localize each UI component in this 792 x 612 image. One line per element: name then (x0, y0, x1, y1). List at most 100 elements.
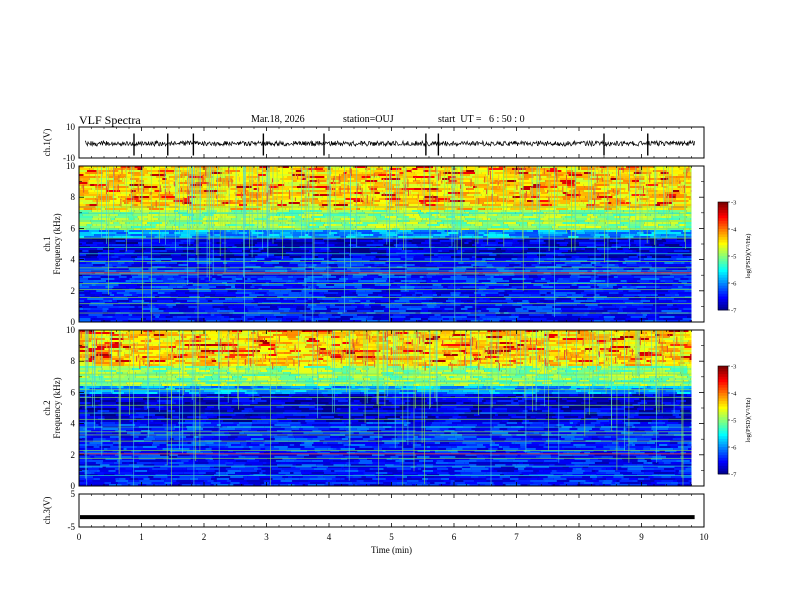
spectrogram-cell (462, 252, 474, 254)
spectrogram-cell (79, 262, 86, 264)
spectrogram-cell (583, 184, 593, 186)
spectrogram-cell (410, 266, 421, 268)
spectrogram-cell (367, 274, 371, 276)
spectrogram-cell (690, 218, 692, 220)
spectrogram-cell (601, 168, 619, 170)
spectrogram-cell (612, 180, 623, 182)
spectrogram-cell (154, 296, 160, 298)
spectrogram-cell (154, 248, 166, 250)
spectrogram-cell (522, 208, 526, 210)
spectrogram-cell (345, 252, 350, 254)
spectrogram-cell (186, 254, 191, 256)
spectrogram-cell (137, 294, 145, 296)
spectrogram-cell (461, 246, 477, 248)
spectrogram-cell (245, 266, 261, 268)
spectrogram-cell (401, 296, 416, 298)
spectrogram-cell (239, 170, 244, 172)
spectrogram-cell (170, 260, 182, 262)
spectrogram-cell (675, 198, 690, 200)
spectrogram-cell (564, 262, 581, 264)
spectrogram-cell (445, 168, 453, 170)
spectrogram-cell (542, 232, 558, 234)
spectrogram-cell (461, 238, 472, 240)
spectrogram-cell (494, 274, 500, 276)
spectrogram-cell (169, 232, 175, 234)
spectrogram-cell (570, 230, 585, 232)
spectrogram-cell (611, 208, 619, 210)
spectrogram-cell (356, 224, 368, 226)
narrowband-line (79, 303, 692, 305)
spectrogram-cell (686, 256, 692, 258)
spectrogram-cell (258, 248, 264, 250)
spectrogram-cell (399, 224, 406, 226)
spectrogram-cell (611, 268, 616, 270)
spectrogram-cell (230, 230, 240, 232)
spectrogram-cell (382, 308, 399, 310)
spectrogram-cell (172, 238, 188, 240)
spectrogram-cell (90, 256, 97, 258)
spectrogram-cell (122, 288, 130, 290)
spectrogram-cell (379, 200, 390, 202)
spectrogram-cell (173, 200, 191, 202)
spectrogram-cell (534, 222, 543, 224)
spectrogram-cell (386, 260, 404, 262)
spectrogram-cell (341, 184, 347, 186)
spectrogram-cell (348, 182, 361, 184)
spectrogram-cell (573, 246, 587, 248)
spectrogram-cell (182, 246, 199, 248)
spectrogram-cell (388, 256, 401, 258)
spectrogram-cell (488, 284, 504, 286)
spectrogram-cell (139, 176, 157, 178)
spectrogram-cell (373, 208, 385, 210)
spectrogram-cell (348, 180, 362, 182)
spectrogram-cell (440, 166, 452, 168)
spectrogram-cell (649, 240, 667, 242)
spectrogram-cell (252, 248, 259, 250)
spectrogram-cell (536, 192, 542, 194)
spectrogram-cell (249, 222, 259, 224)
spectrogram-cell (528, 310, 536, 312)
spectrogram-cell (553, 244, 560, 246)
spectrogram-cell (272, 232, 281, 234)
spectrogram-cell (343, 172, 347, 174)
spectrogram-cell (622, 296, 635, 298)
spectrogram-cell (622, 308, 638, 310)
spectrogram-cell (229, 238, 243, 240)
spectrogram-cell (91, 276, 101, 278)
spectrogram-cell (188, 256, 199, 258)
spectrogram-cell (597, 284, 609, 286)
spectrogram-cell (502, 252, 514, 254)
spectrogram-cell (325, 226, 329, 228)
spectrogram-cell (186, 284, 193, 286)
chart-title: VLF Spectra (79, 113, 141, 127)
spectrogram-cell (473, 254, 490, 256)
spectrogram-cell (102, 236, 113, 238)
spectrogram-cell (208, 236, 213, 238)
spectrogram-cell (79, 210, 92, 212)
spectrogram-cell (549, 200, 555, 202)
spectrogram-cell (301, 294, 312, 296)
spectrogram-cell (486, 296, 499, 298)
spectrogram-cell (167, 202, 183, 204)
spectrogram-cell (636, 250, 650, 252)
spectrogram-cell (687, 248, 692, 250)
spectrogram-cell (432, 184, 441, 186)
spectrogram-cell (226, 280, 236, 282)
spectrogram-cell (307, 286, 312, 288)
spectrogram-cell (541, 286, 554, 288)
spectrogram-cell (107, 224, 122, 226)
spectrogram-cell (370, 310, 374, 312)
spectrogram-cell (356, 208, 360, 210)
spectrogram-cell (441, 284, 447, 286)
spectrogram-cell (162, 178, 167, 180)
spectrogram-cell (560, 304, 573, 306)
spectrogram-cell (454, 240, 458, 242)
spectrogram-cell (392, 214, 404, 216)
spectrogram-cell (400, 286, 415, 288)
spectrogram-cell (587, 166, 597, 168)
spectrogram-cell (189, 290, 199, 292)
spectrogram-cell (566, 264, 582, 266)
spectrogram-cell (557, 232, 568, 234)
spectrogram-cell (155, 316, 160, 318)
spectrogram-cell (493, 190, 503, 192)
